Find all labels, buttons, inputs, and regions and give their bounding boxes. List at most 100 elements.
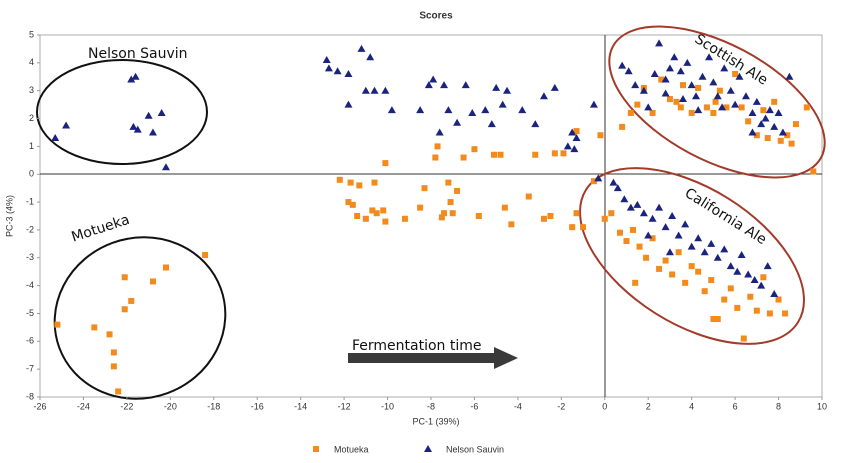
point bbox=[688, 263, 695, 270]
point bbox=[498, 100, 507, 108]
point bbox=[661, 223, 670, 231]
point bbox=[518, 106, 527, 114]
x-tick-label: -26 bbox=[33, 401, 46, 411]
point bbox=[127, 75, 136, 83]
point bbox=[570, 145, 579, 153]
point bbox=[381, 86, 390, 94]
point bbox=[710, 109, 717, 116]
point bbox=[627, 109, 634, 116]
point bbox=[563, 142, 572, 150]
x-tick-label: 8 bbox=[776, 401, 781, 411]
y-tick-label: 5 bbox=[29, 29, 34, 39]
point bbox=[626, 203, 635, 211]
y-axis-label: PC-3 (4%) bbox=[4, 195, 14, 237]
point bbox=[432, 154, 439, 161]
y-tick-label: -6 bbox=[26, 336, 34, 346]
x-tick-label: 10 bbox=[817, 401, 827, 411]
x-tick-label: -18 bbox=[207, 401, 220, 411]
point bbox=[788, 140, 795, 147]
point bbox=[569, 224, 576, 231]
point bbox=[723, 104, 730, 111]
point bbox=[644, 231, 653, 239]
point bbox=[727, 285, 734, 292]
point bbox=[161, 163, 170, 171]
point bbox=[349, 201, 356, 208]
y-tick-label: -1 bbox=[26, 196, 34, 206]
point bbox=[370, 86, 379, 94]
point bbox=[594, 174, 603, 182]
point bbox=[782, 310, 789, 317]
point bbox=[765, 106, 774, 114]
point bbox=[487, 120, 496, 128]
point bbox=[639, 209, 648, 217]
point bbox=[202, 251, 209, 258]
point bbox=[639, 86, 648, 94]
point bbox=[644, 103, 653, 111]
point bbox=[718, 103, 727, 111]
point bbox=[421, 185, 428, 192]
point bbox=[785, 72, 794, 80]
point bbox=[624, 67, 633, 75]
point bbox=[679, 82, 686, 89]
point bbox=[54, 321, 61, 328]
point bbox=[636, 243, 643, 250]
point bbox=[687, 242, 696, 250]
point bbox=[129, 122, 138, 130]
point bbox=[547, 213, 554, 219]
point bbox=[357, 44, 366, 52]
point bbox=[573, 210, 580, 217]
point bbox=[631, 81, 640, 89]
point bbox=[703, 104, 710, 111]
point bbox=[550, 83, 559, 91]
point bbox=[656, 265, 663, 272]
x-tick-label: 4 bbox=[689, 401, 694, 411]
point bbox=[429, 75, 438, 83]
point bbox=[51, 134, 60, 142]
x-tick-label: -24 bbox=[77, 401, 90, 411]
point bbox=[417, 204, 424, 211]
point bbox=[677, 104, 684, 111]
point bbox=[707, 239, 716, 247]
point bbox=[148, 128, 157, 136]
x-tick-label: -12 bbox=[338, 401, 351, 411]
point bbox=[633, 200, 642, 208]
point bbox=[110, 363, 117, 370]
point bbox=[497, 151, 504, 158]
point bbox=[91, 324, 98, 331]
point bbox=[747, 293, 754, 300]
y-tick-label: -7 bbox=[26, 364, 34, 374]
point bbox=[753, 307, 760, 314]
point bbox=[694, 106, 703, 114]
point bbox=[752, 97, 761, 105]
point bbox=[733, 267, 742, 275]
point bbox=[731, 100, 740, 108]
legend-marker bbox=[424, 445, 432, 452]
y-tick-label: 1 bbox=[29, 141, 34, 151]
point bbox=[726, 262, 735, 270]
point bbox=[748, 108, 757, 116]
point bbox=[803, 104, 810, 111]
point bbox=[666, 96, 673, 103]
point bbox=[712, 98, 719, 105]
point bbox=[434, 143, 441, 150]
point bbox=[461, 81, 470, 89]
point bbox=[655, 203, 664, 211]
point bbox=[698, 72, 707, 80]
y-tick-label: -5 bbox=[26, 308, 34, 318]
point bbox=[62, 121, 71, 129]
point bbox=[344, 100, 353, 108]
point bbox=[471, 146, 478, 153]
point bbox=[453, 118, 462, 126]
point bbox=[110, 349, 117, 356]
point bbox=[675, 249, 682, 256]
arrow bbox=[348, 347, 518, 369]
point bbox=[532, 151, 539, 158]
point bbox=[665, 248, 674, 256]
point bbox=[449, 210, 456, 217]
point bbox=[757, 281, 766, 289]
point bbox=[162, 264, 169, 271]
point bbox=[681, 220, 690, 228]
point bbox=[373, 210, 380, 217]
point bbox=[590, 178, 597, 185]
point bbox=[735, 72, 744, 80]
